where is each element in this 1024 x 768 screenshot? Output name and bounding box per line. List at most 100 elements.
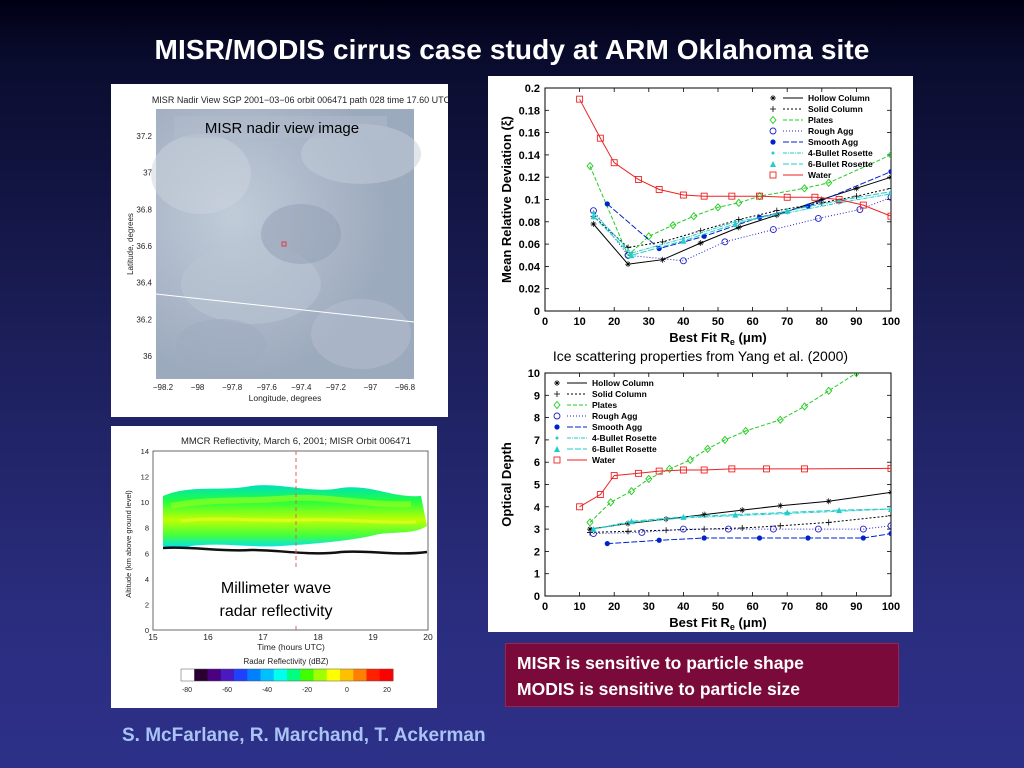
data-point	[777, 522, 784, 529]
data-point	[607, 498, 615, 507]
series-line	[589, 491, 891, 530]
misr-x-ticks: −98.2 −98 −97.8 −97.6 −97.4 −97.2 −97 −96.8	[153, 383, 416, 392]
authors: S. McFarlane, R. Marchand, T. Ackerman	[122, 725, 486, 746]
mmcr-ytick-label: 8	[145, 524, 149, 533]
arm-site-marker	[281, 241, 287, 247]
data-point	[805, 535, 811, 541]
mmcr-ytick-label: 12	[141, 473, 149, 482]
data-point	[701, 511, 708, 518]
data-point	[762, 465, 770, 473]
y-tick-label: 8	[534, 413, 540, 425]
y-tick-label: 10	[528, 368, 540, 380]
legend-label: Plates	[808, 115, 833, 125]
optical-depth-chart-panel: 0 10 20 30 40 50 60 70 80 90 100 0 1 2 3 4 5 6 7 8 9 10 Best F…	[488, 367, 913, 632]
data-point	[586, 518, 594, 527]
misr-xtick-label: −97	[364, 383, 378, 392]
deviation-chart: 0 10 20 30 40 50 60 70 80 90 100 0 0.02 0.04 0.06 0.08 0…	[499, 83, 900, 347]
series-line	[579, 467, 891, 508]
data-point	[679, 466, 687, 474]
data-point	[742, 426, 750, 436]
y-tick-label: 1	[534, 569, 540, 581]
colorbar-tick-label: -40	[262, 687, 272, 694]
data-point	[721, 238, 729, 246]
colorbar-tick-label: -20	[302, 687, 312, 694]
data-point	[554, 380, 560, 386]
y-tick-label: 0.06	[519, 239, 540, 251]
x-tick-label: 70	[781, 601, 793, 613]
data-point	[690, 212, 698, 221]
y-tick-label: 3	[534, 524, 540, 536]
legend-label: 6-Bullet Rosette	[808, 159, 873, 169]
slide-title: MISR/MODIS cirrus case study at ARM Okla…	[154, 34, 870, 65]
data-point	[586, 526, 593, 533]
summary-line-shape: MISR is sensitive to particle shape	[517, 653, 804, 673]
data-point	[590, 526, 597, 533]
data-point	[887, 150, 891, 160]
y-tick-label: 0.16	[519, 128, 540, 140]
mmcr-y-ticks: 14 12 10 8 6 4 2 0	[141, 447, 149, 635]
data-point	[825, 178, 833, 187]
data-point	[770, 106, 776, 112]
data-point	[586, 529, 593, 536]
data-point	[554, 391, 560, 397]
data-point	[628, 252, 635, 259]
x-tick-label: 30	[643, 316, 655, 328]
data-point	[756, 535, 763, 541]
mmcr-image: MMCR Reflectivity, March 6, 2001; MISR O…	[124, 436, 433, 694]
x-tick-label: 50	[712, 601, 724, 613]
y-tick-label: 2	[534, 546, 540, 558]
data-point	[811, 193, 819, 201]
x-tick-label: 80	[816, 316, 828, 328]
mmcr-header: MMCR Reflectivity, March 6, 2001; MISR O…	[181, 436, 411, 447]
legend-label: Plates	[592, 400, 617, 410]
plot-frame	[544, 87, 892, 312]
colorbar-swatch	[340, 669, 354, 681]
data-point	[859, 201, 867, 209]
data-point	[777, 502, 784, 509]
x-tick-label: 0	[542, 601, 548, 613]
y-tick-label: 0.08	[519, 217, 540, 229]
misr-ytick-label: 36.4	[136, 279, 152, 288]
data-point	[852, 373, 860, 378]
data-point	[888, 506, 891, 513]
data-point	[679, 525, 687, 533]
data-point	[769, 226, 777, 234]
colorbar-swatch	[181, 669, 195, 681]
data-point	[800, 184, 809, 193]
legend-label: Solid Column	[808, 104, 863, 114]
colorbar-swatch	[313, 669, 328, 681]
misr-ytick-label: 36.6	[136, 242, 152, 251]
data-point	[818, 199, 825, 206]
colorbar-swatch	[247, 669, 261, 681]
x-tick-label: 100	[882, 601, 900, 613]
y-tick-label: 0.12	[519, 172, 540, 184]
data-point	[784, 207, 791, 214]
series-line	[589, 515, 891, 533]
data-point	[697, 239, 704, 246]
series-line	[606, 171, 891, 250]
x-tick-label: 40	[677, 601, 689, 613]
data-point	[771, 151, 775, 155]
misr-xtick-label: −98	[191, 383, 205, 392]
mmcr-xtick-label: 17	[258, 632, 268, 642]
misr-image: MISR Nadir View SGP 2001−03−06 orbit 006…	[126, 95, 451, 403]
y-tick-label: 4	[534, 502, 541, 514]
x-tick-label: 20	[608, 316, 620, 328]
mmcr-xlabel: Time (hours UTC)	[257, 642, 325, 652]
mmcr-ytick-label: 2	[145, 600, 149, 609]
data-point	[625, 520, 632, 527]
mmcr-xtick-label: 20	[423, 632, 433, 642]
y-tick-label: 6	[534, 457, 540, 469]
x-tick-label: 90	[850, 316, 862, 328]
data-point	[700, 466, 708, 474]
data-point	[801, 465, 808, 473]
data-point	[770, 161, 776, 167]
colorbar-tick-label: -80	[182, 687, 192, 694]
colorbar-frame	[180, 668, 394, 682]
data-point	[655, 186, 663, 193]
misr-ytick-label: 36	[143, 352, 152, 361]
y-tick-label: 0.2	[525, 83, 540, 95]
data-point	[669, 220, 677, 230]
